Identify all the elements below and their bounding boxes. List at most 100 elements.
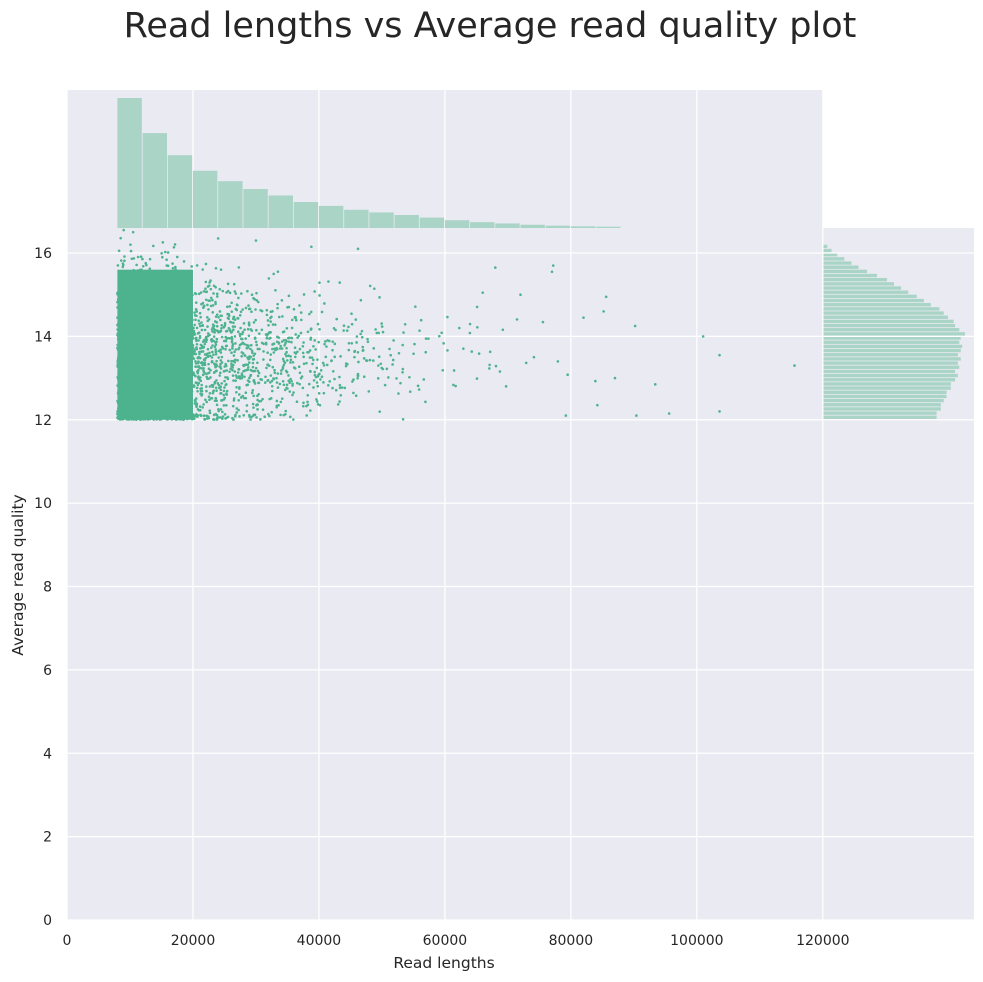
scatter-point — [452, 383, 455, 387]
scatter-point — [160, 395, 164, 399]
scatter-point — [166, 408, 169, 411]
scatter-point — [198, 405, 202, 408]
scatter-point — [139, 415, 142, 419]
scatter-point — [123, 327, 126, 331]
scatter-point — [116, 356, 120, 359]
scatter-point — [145, 395, 149, 399]
scatter-point — [315, 400, 319, 403]
scatter-point — [206, 332, 210, 335]
x-tick-label: 0 — [63, 933, 72, 949]
scatter-point — [133, 357, 137, 360]
scatter-point — [367, 390, 371, 393]
scatter-point — [119, 317, 122, 321]
scatter-point — [306, 350, 309, 354]
x-marginal-histogram — [117, 98, 621, 228]
scatter-point — [310, 245, 313, 249]
scatter-point — [132, 407, 135, 410]
scatter-point — [153, 321, 156, 325]
scatter-point — [201, 350, 205, 353]
scatter-point — [143, 307, 147, 311]
scatter-point — [262, 358, 265, 361]
scatter-point — [276, 372, 280, 375]
scatter-point — [156, 317, 160, 321]
y-marginal-panel — [823, 228, 974, 920]
scatter-point — [232, 354, 236, 357]
scatter-point — [223, 321, 227, 325]
scatter-point — [153, 301, 157, 304]
scatter-point — [251, 361, 255, 365]
scatter-point — [333, 342, 337, 346]
scatter-point — [418, 329, 421, 332]
scatter-point — [203, 342, 207, 346]
scatter-point — [181, 377, 184, 381]
scatter-point — [255, 299, 259, 302]
scatter-point — [128, 400, 131, 404]
scatter-point — [190, 328, 194, 331]
scatter-point — [122, 324, 126, 327]
scatter-point — [130, 401, 133, 404]
scatter-point — [190, 390, 194, 393]
scatter-point — [225, 416, 228, 420]
scatter-point — [183, 393, 187, 396]
scatter-point — [361, 345, 365, 349]
scatter-point — [173, 298, 177, 301]
scatter-point — [234, 374, 238, 377]
scatter-point — [151, 382, 154, 385]
scatter-point — [133, 360, 137, 364]
scatter-point — [226, 377, 230, 381]
scatter-point — [292, 307, 296, 311]
scatter-point — [233, 335, 237, 338]
scatter-point — [172, 308, 176, 312]
scatter-point — [241, 394, 245, 398]
scatter-point — [123, 392, 126, 396]
scatter-point — [116, 360, 120, 364]
scatter-point — [174, 303, 177, 306]
scatter-point — [314, 375, 318, 379]
y-hist-bar — [823, 248, 832, 253]
scatter-point — [551, 264, 555, 267]
scatter-point — [276, 386, 280, 389]
scatter-point — [446, 315, 449, 319]
scatter-point — [147, 366, 151, 369]
scatter-point — [116, 337, 120, 341]
scatter-point — [116, 416, 119, 420]
scatter-point — [124, 386, 127, 389]
scatter-point — [161, 356, 164, 359]
scatter-point — [203, 353, 207, 356]
scatter-point — [170, 384, 173, 388]
scatter-point — [236, 303, 239, 307]
scatter-point — [154, 288, 158, 291]
scatter-point — [133, 313, 137, 316]
scatter-point — [308, 349, 312, 352]
scatter-point — [199, 315, 202, 319]
scatter-point — [271, 323, 275, 326]
scatter-point — [160, 299, 164, 302]
scatter-point — [214, 412, 218, 416]
scatter-point — [234, 413, 237, 417]
scatter-point — [220, 327, 223, 330]
scatter-point — [152, 379, 156, 383]
scatter-point — [285, 354, 288, 358]
scatter-point — [142, 333, 145, 336]
scatter-point — [209, 368, 212, 372]
scatter-point — [148, 340, 151, 344]
scatter-point — [166, 251, 170, 254]
scatter-point — [204, 335, 208, 339]
scatter-point — [165, 342, 169, 346]
scatter-point — [333, 355, 336, 359]
scatter-point — [256, 300, 260, 304]
y-hist-bar — [823, 307, 940, 311]
scatter-point — [119, 370, 123, 374]
scatter-point — [635, 414, 638, 417]
scatter-point — [343, 386, 347, 390]
scatter-point — [181, 333, 185, 336]
scatter-point — [266, 363, 270, 366]
scatter-point — [155, 401, 159, 404]
scatter-point — [238, 314, 242, 317]
scatter-point — [306, 393, 310, 397]
scatter-point — [163, 369, 167, 373]
scatter-point — [130, 364, 133, 367]
scatter-point — [276, 302, 279, 306]
scatter-point — [166, 264, 170, 268]
scatter-point — [216, 237, 220, 240]
